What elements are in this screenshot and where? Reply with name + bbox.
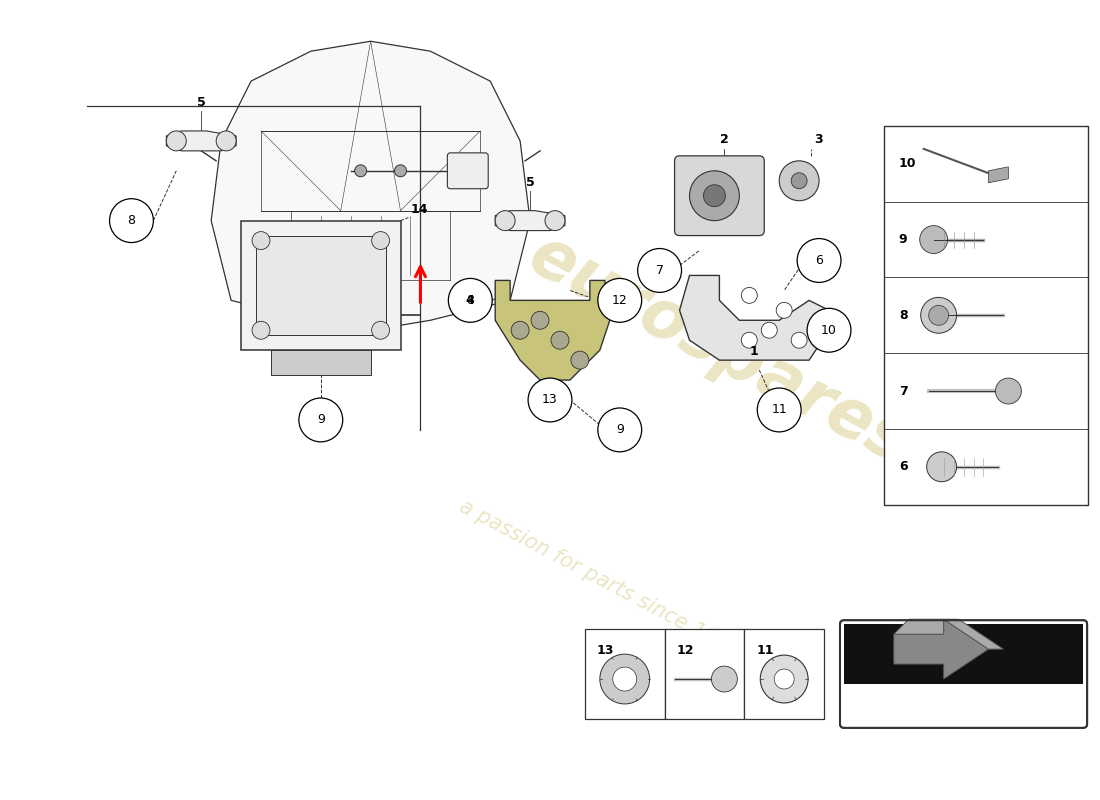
Text: 1: 1 (750, 345, 759, 358)
Text: 2: 2 (720, 133, 729, 146)
Circle shape (926, 452, 957, 482)
Circle shape (996, 378, 1022, 404)
Circle shape (449, 278, 492, 322)
Text: 10: 10 (899, 158, 916, 170)
Text: 11: 11 (771, 403, 788, 417)
Text: 8: 8 (899, 309, 907, 322)
Bar (745, 630, 824, 719)
Circle shape (638, 249, 682, 292)
Polygon shape (680, 275, 829, 360)
Circle shape (372, 231, 389, 250)
Circle shape (920, 226, 947, 254)
Circle shape (252, 231, 270, 250)
Text: eurospares: eurospares (518, 222, 921, 478)
Circle shape (571, 351, 588, 369)
Text: 9: 9 (616, 423, 624, 436)
Text: 6: 6 (815, 254, 823, 267)
Polygon shape (241, 221, 400, 350)
Circle shape (777, 302, 792, 318)
Circle shape (741, 332, 757, 348)
Bar (585, 630, 664, 719)
Polygon shape (894, 619, 1003, 649)
Text: 10: 10 (821, 324, 837, 337)
Text: 7: 7 (899, 385, 907, 398)
Text: 9: 9 (899, 233, 907, 246)
Circle shape (712, 666, 737, 692)
Circle shape (791, 332, 807, 348)
Text: 13: 13 (597, 644, 614, 657)
Text: 11: 11 (757, 644, 773, 657)
Circle shape (217, 131, 236, 151)
Text: 12: 12 (676, 644, 694, 657)
Text: 4: 4 (466, 294, 475, 307)
Text: 7: 7 (656, 264, 663, 277)
Circle shape (252, 322, 270, 339)
Circle shape (760, 655, 808, 703)
Circle shape (928, 306, 948, 326)
Circle shape (354, 165, 366, 177)
Polygon shape (989, 167, 1009, 182)
Circle shape (774, 669, 794, 689)
Circle shape (807, 308, 851, 352)
Circle shape (372, 322, 389, 339)
Bar (844, 624, 1084, 684)
Circle shape (597, 278, 641, 322)
Polygon shape (495, 281, 609, 380)
Circle shape (690, 170, 739, 221)
Text: 5: 5 (197, 96, 206, 109)
Text: 13: 13 (542, 394, 558, 406)
Polygon shape (211, 42, 530, 330)
Circle shape (531, 311, 549, 330)
Circle shape (798, 238, 842, 282)
Text: 6: 6 (899, 460, 907, 474)
Bar (256, 235, 386, 335)
Text: 14: 14 (410, 202, 428, 216)
Circle shape (551, 331, 569, 349)
Circle shape (613, 667, 637, 691)
Text: a passion for parts since 1985: a passion for parts since 1985 (456, 497, 744, 662)
Text: 5: 5 (526, 176, 535, 189)
Text: 12: 12 (612, 294, 628, 307)
Polygon shape (894, 619, 989, 679)
Bar (271, 350, 371, 375)
Circle shape (528, 378, 572, 422)
Bar (883, 126, 1088, 505)
Text: 9: 9 (317, 414, 324, 426)
Circle shape (544, 210, 565, 230)
Circle shape (299, 398, 343, 442)
Circle shape (779, 161, 820, 201)
Circle shape (110, 198, 153, 242)
Text: 3: 3 (814, 133, 823, 146)
FancyBboxPatch shape (448, 153, 488, 189)
Circle shape (704, 185, 725, 206)
FancyBboxPatch shape (674, 156, 764, 235)
Text: 199 01: 199 01 (932, 685, 996, 703)
Circle shape (741, 287, 757, 303)
Polygon shape (495, 210, 565, 230)
Circle shape (495, 210, 515, 230)
Circle shape (761, 322, 778, 338)
FancyBboxPatch shape (840, 620, 1087, 728)
Polygon shape (166, 131, 236, 151)
Circle shape (600, 654, 650, 704)
Circle shape (512, 322, 529, 339)
Circle shape (395, 165, 407, 177)
Circle shape (166, 131, 186, 151)
Bar (664, 630, 745, 719)
Circle shape (757, 388, 801, 432)
Text: 8: 8 (128, 214, 135, 227)
Text: 8: 8 (466, 294, 474, 307)
Circle shape (597, 408, 641, 452)
Circle shape (791, 173, 807, 189)
Circle shape (921, 298, 957, 334)
